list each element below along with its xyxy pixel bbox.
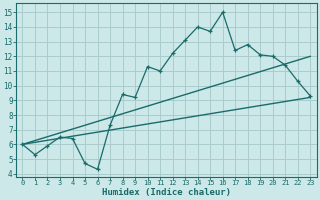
X-axis label: Humidex (Indice chaleur): Humidex (Indice chaleur) [102, 188, 231, 197]
